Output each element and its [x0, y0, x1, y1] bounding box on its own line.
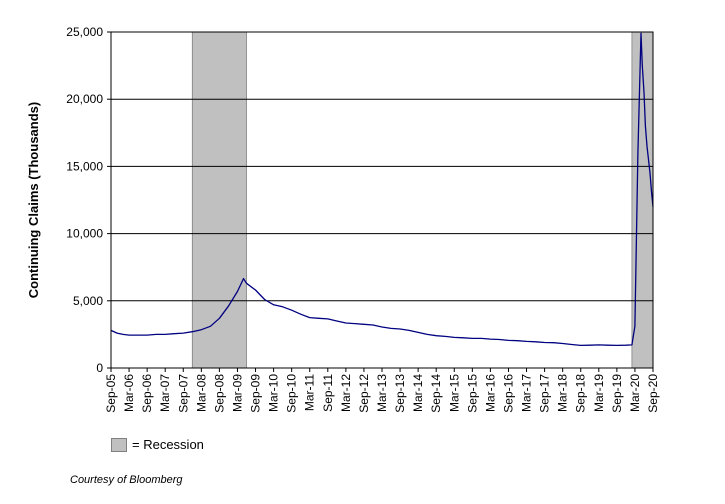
- x-tick-label: Sep-19: [610, 374, 624, 413]
- x-tick-label: Sep-07: [176, 374, 190, 413]
- x-tick-label: Sep-17: [538, 374, 552, 413]
- x-tick-label: Mar-15: [447, 374, 461, 412]
- x-tick-label: Mar-14: [411, 374, 425, 412]
- x-tick-label: Sep-15: [465, 374, 479, 413]
- series-lines: [110, 32, 654, 347]
- legend: = Recession: [111, 437, 204, 452]
- y-tick-label: 25,000: [66, 25, 103, 39]
- recession-swatch: [111, 437, 127, 452]
- x-tick-label: Sep-16: [501, 374, 515, 413]
- legend-label: = Recession: [132, 437, 204, 452]
- x-tick-label: Sep-14: [429, 374, 443, 413]
- y-tick-label: 20,000: [66, 92, 103, 106]
- x-tick-label: Sep-09: [249, 374, 263, 413]
- x-tick-label: Sep-08: [212, 374, 226, 413]
- x-tick-label: Mar-16: [483, 374, 497, 412]
- x-tick-label: Mar-09: [230, 374, 244, 412]
- x-tick-label: Mar-12: [339, 374, 353, 412]
- x-tick-label: Sep-05: [104, 374, 118, 413]
- recession-bands: [191, 31, 654, 369]
- y-axis-label: Continuing Claims (Thousands): [26, 102, 41, 298]
- y-tick-label: 5,000: [73, 294, 103, 308]
- x-tick-label: Sep-10: [285, 374, 299, 413]
- x-tick-label: Mar-13: [375, 374, 389, 412]
- x-tick-label: Mar-07: [158, 374, 172, 412]
- x-tick-label: Sep-06: [140, 374, 154, 413]
- x-tick-label: Sep-13: [393, 374, 407, 413]
- y-tick-labels: 0 5,000 10,000 15,000 20,000 25,000: [66, 25, 103, 375]
- y-tick-label: 15,000: [66, 159, 103, 173]
- series-line-1: [110, 32, 654, 347]
- x-tick-label: Mar-06: [122, 374, 136, 412]
- x-tick-label: Mar-10: [267, 374, 281, 412]
- x-tick-label: Sep-18: [574, 374, 588, 413]
- x-tick-label: Mar-17: [520, 374, 534, 412]
- y-tick-label: 10,000: [66, 227, 103, 241]
- x-tick-label: Sep-12: [357, 374, 371, 413]
- x-tick-label: Sep-11: [321, 374, 335, 412]
- x-tick-label: Mar-18: [556, 374, 570, 412]
- x-tick-label: Sep-20: [646, 374, 660, 413]
- x-tick-label: Mar-08: [194, 374, 208, 412]
- x-tick-label: Mar-19: [592, 374, 606, 412]
- x-tick-labels: Sep-05 Mar-06 Sep-06 Mar-07 Sep-07 Mar-08 Sep-…: [104, 368, 660, 413]
- y-tick-label: 0: [96, 361, 103, 375]
- recession-band-1: [191, 31, 247, 369]
- gridlines: [107, 31, 653, 369]
- source-credit: Courtesy of Bloomberg: [70, 474, 183, 486]
- x-tick-label: Mar-20: [628, 374, 642, 412]
- x-tick-label: Mar-11: [303, 374, 317, 411]
